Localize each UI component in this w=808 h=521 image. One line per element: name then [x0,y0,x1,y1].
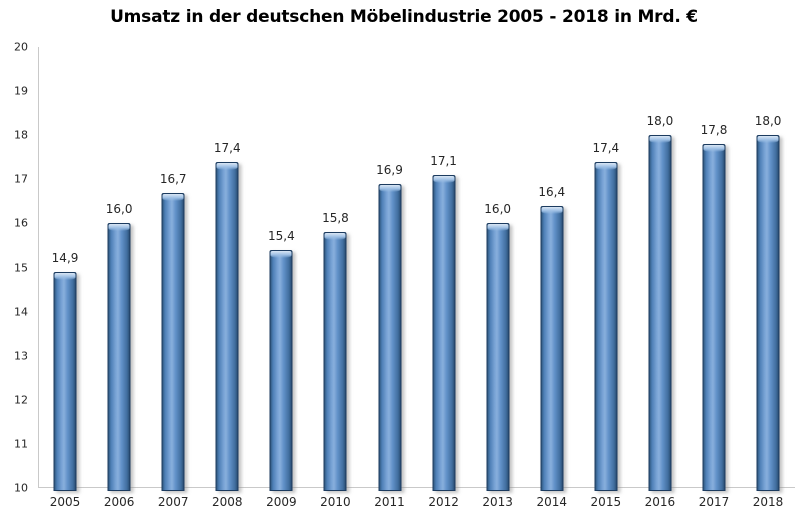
bar-value-label: 17,4 [592,140,620,155]
x-axis-label: 2005 [49,495,81,509]
x-axis-label: 2017 [698,495,730,509]
bar-column: 17,4 [200,47,254,491]
y-tick-label: 10 [14,481,28,495]
y-tick-label: 13 [14,349,28,363]
bar [486,223,510,491]
x-axis-label: 2007 [157,495,189,509]
x-axis-label: 2016 [644,495,676,509]
bar-top-highlight [108,224,130,232]
y-tick-label: 18 [14,128,28,142]
bar-value-label: 18,0 [754,114,782,129]
bar-value-label: 16,9 [376,162,403,177]
bar [215,161,239,491]
x-axis-label: 2009 [266,495,297,509]
bar-value-label: 17,1 [430,153,457,168]
bar-value-label: 18,0 [646,114,674,129]
bar [161,192,185,491]
y-tick-label: 16 [14,216,28,230]
bar-value-label: 15,4 [267,228,295,243]
bar [323,232,347,491]
y-tick-label: 11 [14,437,28,451]
bar [702,144,726,491]
y-tick-label: 14 [14,305,28,319]
bar-column: 18,0 [741,47,795,491]
x-axis-label: 2010 [320,495,351,509]
bar-value-label: 14,9 [51,250,79,265]
bar-column: 16,9 [362,47,416,491]
y-tick-label: 15 [14,261,28,274]
plot-area: 14,9 16,0 16,7 17,4 15,4 15,8 16,9 17,1 16,0 16,4… [38,47,795,491]
bar-column: 17,8 [687,47,741,491]
bar [53,271,77,491]
bar-top-highlight [162,193,184,201]
bar [648,135,672,491]
bar-top-highlight [487,224,509,232]
bars-container: 14,9 16,0 16,7 17,4 15,4 15,8 16,9 17,1 16,0 16,4… [38,47,795,491]
y-axis-ticks: 20 19 18 17 16 15 14 13 12 11 10 [0,41,30,495]
bar-column: 15,4 [254,47,308,491]
bar-value-label: 17,8 [700,123,728,138]
bar [432,174,456,491]
y-tick-label: 17 [14,172,28,186]
bar-column: 17,1 [417,47,471,491]
bar-top-highlight [270,250,292,258]
bar-column: 17,4 [579,47,633,491]
bar-column: 16,0 [92,47,146,491]
x-axis-label: 2018 [752,495,784,509]
y-tick-label: 20 [14,40,28,54]
bar [756,135,780,491]
bar-value-label: 16,4 [538,184,566,199]
bar-value-label: 15,8 [322,211,349,226]
bar-column: 14,9 [38,47,92,491]
bar-top-highlight [649,136,671,144]
bar-top-highlight [324,233,346,241]
bar-value-label: 16,0 [105,202,133,217]
x-axis-label: 2015 [590,495,622,509]
bar [378,183,401,491]
x-axis-label: 2008 [212,495,243,509]
bar-value-label: 16,0 [484,202,512,217]
bar-top-highlight [433,175,455,183]
bar-top-highlight [216,162,238,170]
bar [107,223,131,491]
bar-top-highlight [379,184,400,192]
y-tick-label: 12 [14,393,28,407]
bar-value-label: 17,4 [213,140,241,155]
x-axis-label: 2011 [374,495,405,509]
x-axis-label: 2006 [103,495,135,509]
x-axis-labels: 2005 2006 2007 2008 2009 2010 2011 2012 2013 2014… [38,495,795,509]
bar-top-highlight [54,272,76,280]
bar-column: 16,4 [525,47,579,491]
bar-column: 16,7 [146,47,200,491]
x-axis-label: 2013 [482,495,513,509]
bar-top-highlight [541,206,563,214]
bar-top-highlight [703,145,725,153]
bar-top-highlight [595,162,617,170]
y-axis-line [38,47,39,488]
bar [594,161,618,491]
bar-top-highlight [757,136,779,144]
bar-value-label: 16,7 [159,171,187,186]
x-axis-label: 2012 [428,495,459,509]
bar-column: 16,0 [471,47,525,491]
chart-title: Umsatz in der deutschen Möbelindustrie 2… [110,7,698,27]
y-tick-label: 19 [14,84,28,98]
x-axis-line [38,487,795,488]
bar [540,205,564,491]
x-axis-label: 2014 [536,495,568,509]
bar [269,249,293,491]
bar-column: 18,0 [633,47,687,491]
bar-column: 15,8 [308,47,362,491]
